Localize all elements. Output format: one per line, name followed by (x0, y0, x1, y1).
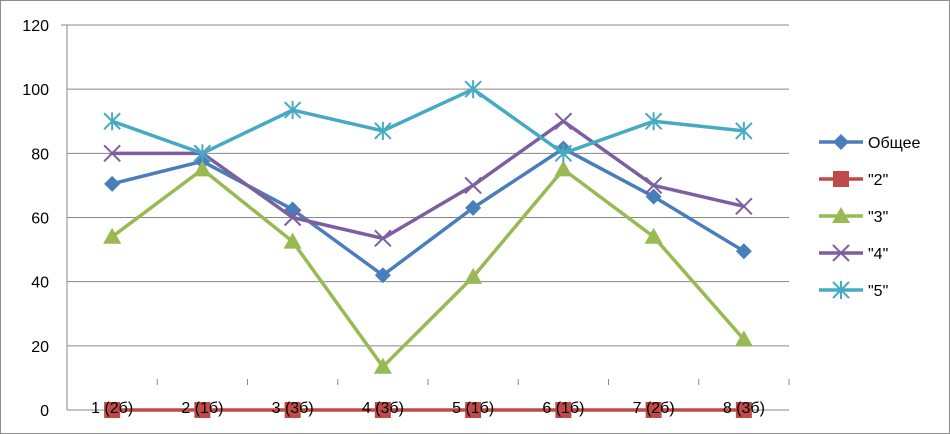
x-tick-label: 7 (2б) (633, 400, 675, 417)
legend-item: "4" (819, 244, 888, 263)
legend-label: "2" (868, 172, 888, 189)
legend-item: "3" (819, 207, 888, 226)
data-point (464, 80, 482, 99)
data-point (735, 197, 753, 215)
series-3 (103, 112, 753, 248)
legend-marker (832, 244, 850, 262)
data-point (644, 112, 663, 131)
legend-marker (832, 281, 850, 299)
data-point-stroke (103, 144, 121, 163)
data-point-stroke (554, 112, 573, 130)
data-point (104, 175, 121, 192)
series-lines (103, 80, 753, 418)
data-point (103, 144, 121, 163)
y-tick-label: 40 (31, 275, 49, 292)
y-tick-label: 120 (22, 18, 49, 35)
data-point (554, 144, 573, 163)
series-line (112, 119, 745, 241)
data-point (284, 402, 301, 418)
legend-label: "5" (868, 283, 888, 300)
series-line (111, 167, 746, 369)
x-tick-label: 6 (1б) (542, 400, 584, 417)
x-tick-label: 3 (3б) (272, 400, 314, 417)
legend-marker (832, 207, 850, 223)
legend-label: Общее (868, 135, 920, 152)
x-tick-label: 2 (1б) (181, 400, 223, 417)
legend-marker (833, 134, 849, 150)
series-1 (104, 402, 752, 418)
data-point (103, 112, 121, 131)
legend-marker (833, 171, 849, 187)
data-point-stroke (283, 208, 302, 227)
series-line (111, 146, 745, 277)
data-point (103, 227, 122, 244)
data-point (193, 160, 212, 177)
series-2 (103, 160, 753, 374)
data-point (374, 267, 391, 284)
data-point (283, 208, 302, 227)
y-tick-label: 80 (31, 146, 49, 163)
x-tick-label: 4 (3б) (362, 400, 404, 417)
data-point (373, 357, 392, 374)
legend-label: "4" (868, 246, 888, 263)
data-point (194, 402, 211, 418)
y-tick-label: 100 (22, 82, 49, 99)
x-tick-label: 5 (1б) (452, 400, 494, 417)
legend-item: Общее (819, 134, 920, 152)
legend-item: "5" (819, 281, 888, 300)
data-point (645, 188, 662, 205)
data-point-stroke (644, 176, 663, 195)
data-point (735, 243, 752, 260)
legend-label: "3" (868, 209, 888, 226)
data-point (555, 402, 572, 418)
data-point (104, 402, 121, 418)
data-point (554, 160, 573, 177)
data-point (644, 227, 663, 244)
legend-item: "2" (819, 171, 888, 189)
data-point (374, 402, 391, 418)
data-point (283, 101, 302, 120)
data-point-stroke (374, 229, 392, 248)
data-point-stroke (735, 197, 753, 215)
data-point (465, 402, 482, 418)
data-point (374, 121, 392, 140)
data-point (644, 176, 663, 195)
legend-marker-stroke (832, 244, 850, 262)
data-point (554, 112, 573, 130)
x-axis-tick-labels: 1 (2б) 2 (1б) 3 (3б) 4 (3б) 5 (1б) 6 (1б) 7 (2… (91, 400, 765, 417)
y-tick-label: 20 (31, 339, 49, 356)
series-line (111, 87, 745, 156)
x-tick-label: 1 (2б) (91, 400, 133, 417)
series-4 (103, 80, 753, 163)
data-point (374, 229, 392, 248)
data-point (465, 199, 482, 216)
data-point (283, 232, 302, 249)
y-axis-tick-labels: 0 20 40 60 80 100 120 (22, 18, 49, 420)
y-tick-label: 60 (31, 211, 49, 228)
x-tick-label: 8 (3б) (723, 400, 765, 417)
data-point (193, 144, 212, 163)
legend: Общее "2" "3" "4" "5" (819, 134, 920, 300)
data-point (734, 330, 753, 347)
data-point (645, 402, 662, 418)
data-point-stroke (464, 176, 482, 195)
data-point (735, 402, 752, 418)
data-point (735, 121, 753, 140)
gridlines (67, 24, 789, 347)
y-tick-label: 0 (40, 403, 49, 420)
data-point (464, 267, 483, 284)
data-point (464, 176, 482, 195)
